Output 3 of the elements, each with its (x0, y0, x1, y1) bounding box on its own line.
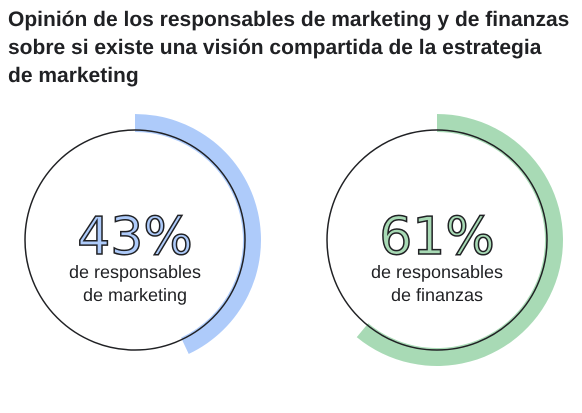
slice-label: de responsables de marketing (68, 262, 202, 305)
slice-label: de responsables de finanzas (370, 262, 504, 305)
chart-title: Opinión de los responsables de marketing y de finanzas sobre si existe una visión compartida de la estrategia de marketing (8, 8, 570, 87)
